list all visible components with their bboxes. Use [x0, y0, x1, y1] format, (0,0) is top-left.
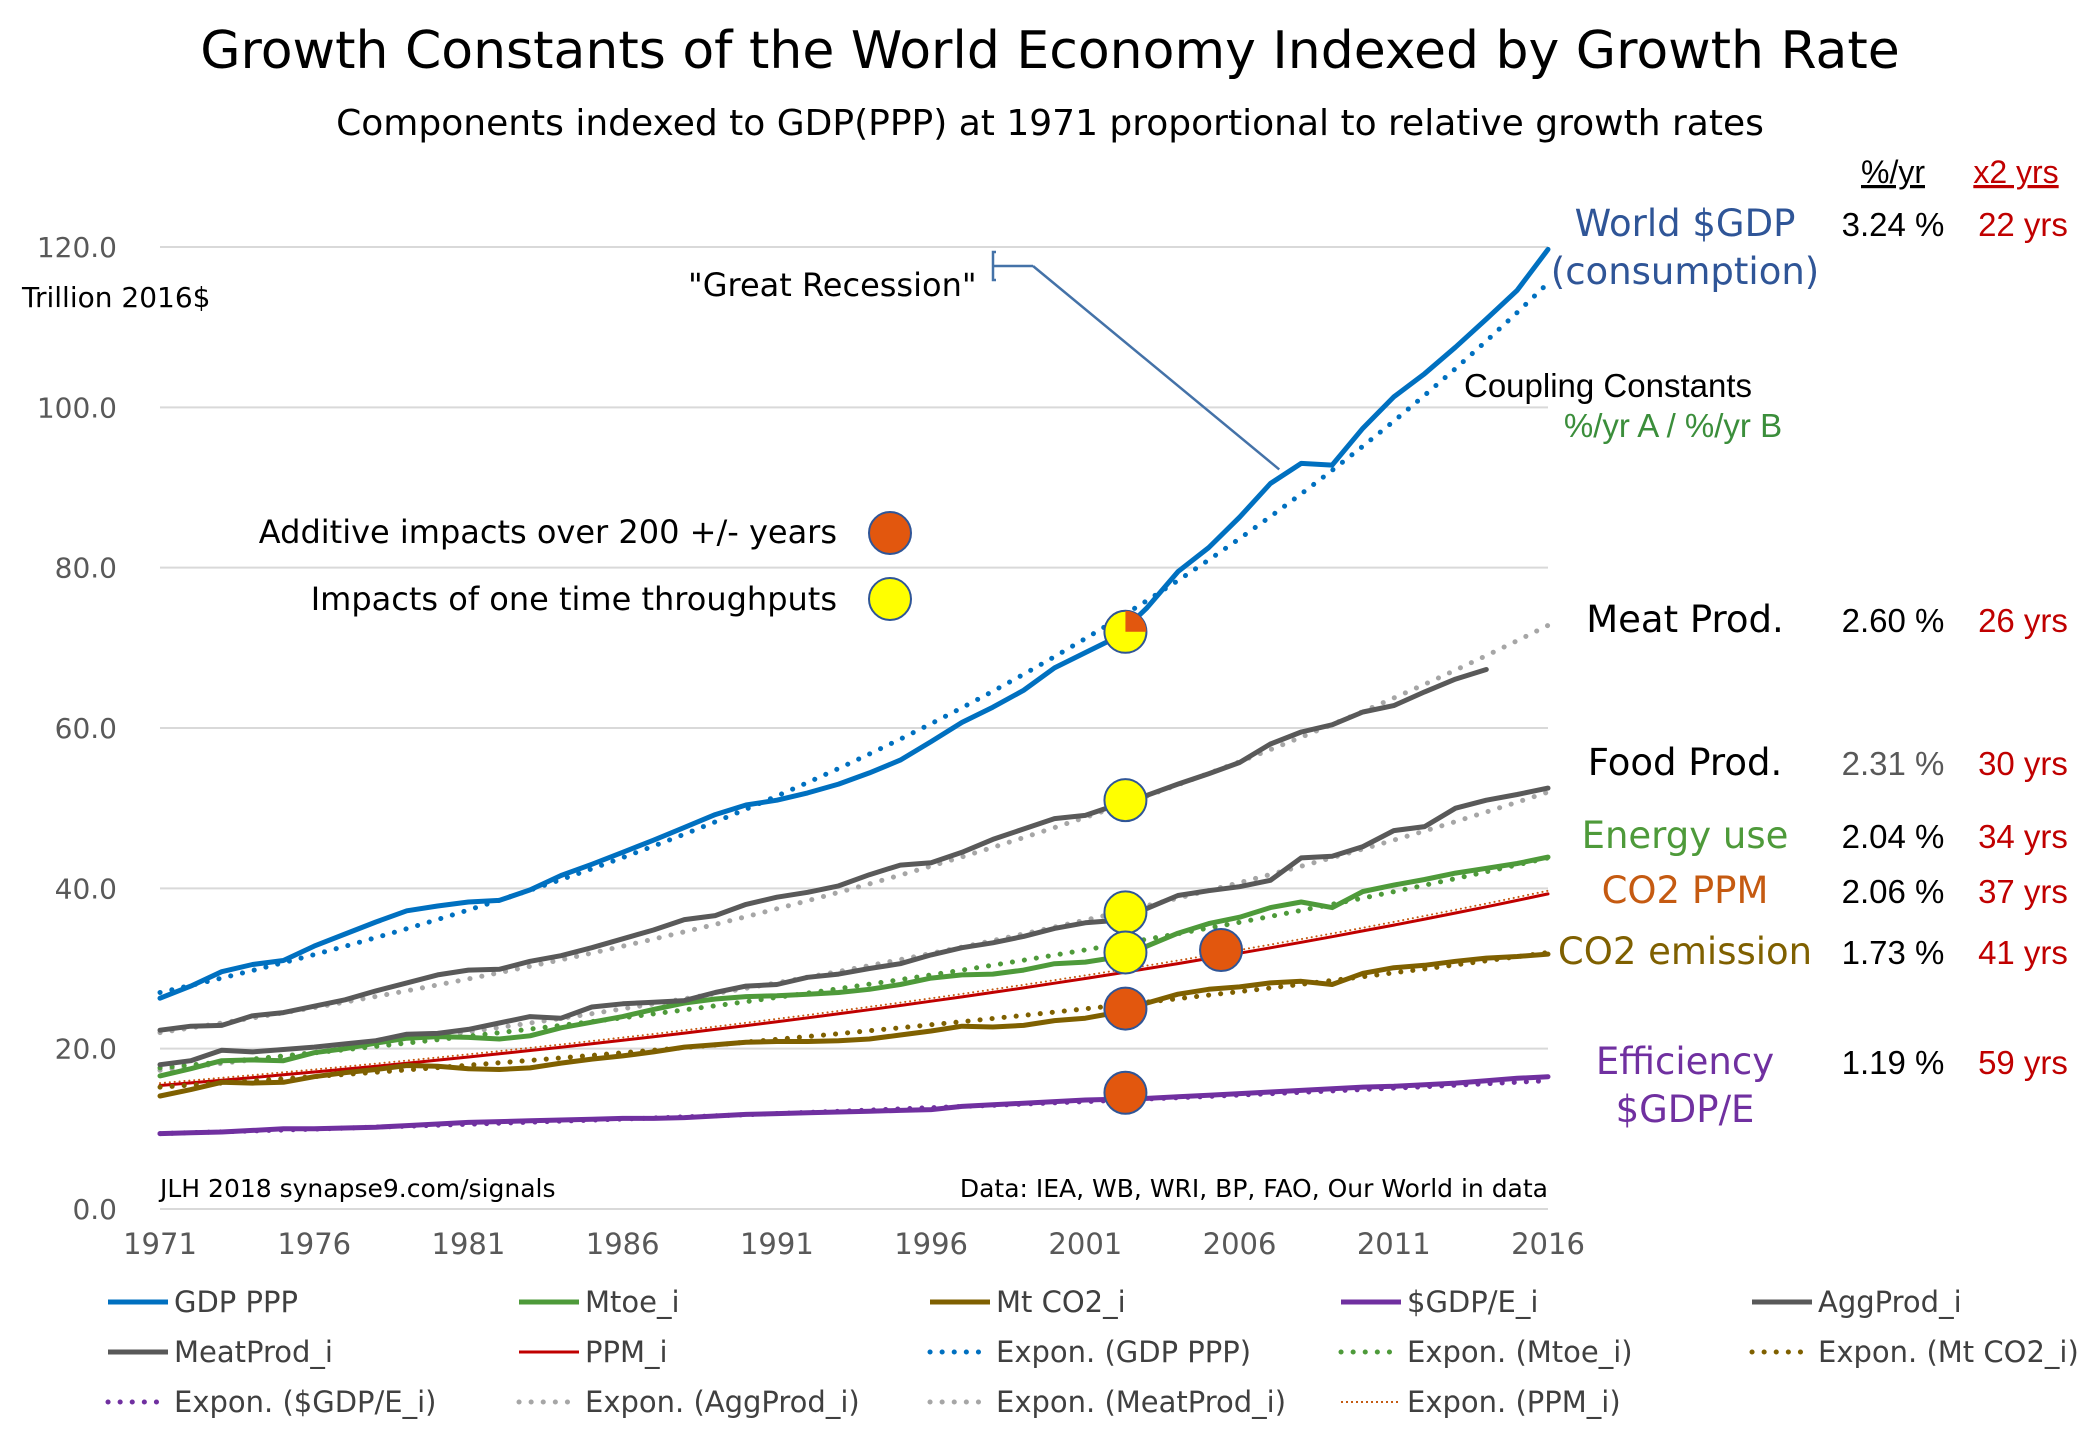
legend-label: Expon. (GDP PPP) — [996, 1335, 1251, 1369]
credit-left: JLH 2018 synapse9.com/signals — [158, 1174, 556, 1203]
great-recession-label: "Great Recession" — [688, 266, 977, 304]
series-line-expon-ppm-i- — [159, 889, 1549, 1085]
impact-marker-red — [1103, 986, 1148, 1031]
x-axis-ticks: 1971 1976 1981 1986 1991 1996 2001 2006 2011 2016 — [123, 1227, 1585, 1261]
series-lines — [157, 246, 1551, 1137]
x-tick-label: 2016 — [1511, 1227, 1585, 1261]
impact-markers — [1103, 609, 1244, 1115]
series-line-expon-gdp-ppp- — [157, 280, 1551, 995]
legend-label: Expon. ($GDP/E_i) — [174, 1385, 436, 1419]
series-line--gdp-e-i — [157, 1074, 1551, 1137]
series-line-mt-co2-i — [157, 951, 1551, 1099]
rate-row-percent: 1.19 % — [1842, 1044, 1945, 1081]
coupling-constants-title: Coupling Constants — [1464, 367, 1752, 404]
series-line-expon-aggprod-i- — [157, 789, 1551, 1073]
impact-marker-red — [1199, 928, 1244, 973]
x-tick-label: 2001 — [1048, 1227, 1122, 1261]
x-tick-label: 1996 — [894, 1227, 968, 1261]
y-axis-ticks: 0.0 20.0 40.0 60.0 80.0 100.0 120.0 — [37, 231, 117, 1226]
series-line-gdp-ppp — [157, 246, 1551, 1001]
legend-label: PPM_i — [585, 1335, 668, 1369]
legend-label: Expon. (Mtoe_i) — [1407, 1335, 1633, 1369]
legend-label: Expon. (MeatProd_i) — [996, 1385, 1286, 1419]
y-axis-unit-label: Trillion 2016$ — [21, 281, 210, 314]
great-recession-callout-line — [1032, 265, 1281, 471]
legend-label: GDP PPP — [174, 1285, 298, 1319]
x-tick-label: 1991 — [740, 1227, 814, 1261]
rate-row-doubling: 41 yrs — [1978, 934, 2068, 971]
rate-row-percent: 1.73 % — [1842, 934, 1945, 971]
impact-marker-mixed-slice — [1125, 610, 1147, 632]
marker-legend-yellow-label: Impacts of one time throughputs — [311, 580, 837, 618]
rate-row-percent: 3.24 % — [1842, 206, 1945, 243]
impact-marker-yellow — [1103, 890, 1148, 935]
y-tick-label: 60.0 — [55, 712, 117, 745]
credit-right: Data: IEA, WB, WRI, BP, FAO, Our World i… — [960, 1174, 1548, 1203]
rate-row-percent: 2.06 % — [1842, 873, 1945, 910]
rate-row-doubling: 30 yrs — [1978, 745, 2068, 782]
rate-row-percent: 2.31 % — [1842, 745, 1945, 782]
coupling-constants-subtitle: %/yr A / %/yr B — [1564, 407, 1782, 444]
rate-row-name: $GDP/E — [1616, 1088, 1755, 1131]
rate-table: World $GDP (consumption) 3.24 % 22 yrs Meat … — [1551, 202, 2068, 1131]
rate-row-name: World $GDP — [1575, 202, 1796, 245]
rate-row-name: Meat Prod. — [1586, 598, 1784, 641]
rate-header-percent: %/yr — [1861, 154, 1925, 190]
chart-title: Growth Constants of the World Economy In… — [200, 21, 1900, 81]
legend-label: MeatProd_i — [174, 1335, 333, 1369]
legend-label: Mtoe_i — [585, 1285, 680, 1319]
gridlines — [160, 246, 1548, 1210]
x-tick-label: 1981 — [432, 1227, 506, 1261]
x-tick-label: 2006 — [1203, 1227, 1277, 1261]
x-tick-label: 1971 — [123, 1227, 197, 1261]
y-tick-label: 80.0 — [55, 552, 117, 585]
rate-row-doubling: 34 yrs — [1978, 818, 2068, 855]
impact-marker-yellow — [1103, 778, 1148, 823]
x-tick-label: 2011 — [1357, 1227, 1431, 1261]
series-line-aggprod-i — [157, 785, 1551, 1068]
legend-label: Mt CO2_i — [996, 1285, 1126, 1319]
chart-subtitle: Components indexed to GDP(PPP) at 1971 p… — [336, 103, 1764, 144]
marker-legend-yellow-dot — [868, 577, 912, 621]
series-line-mtoe-i — [157, 854, 1551, 1079]
marker-legend-red-dot — [868, 511, 912, 555]
rate-row-name: Efficiency — [1596, 1040, 1774, 1083]
impact-marker-red — [1103, 1070, 1148, 1115]
legend-label: Expon. (Mt CO2_i) — [1818, 1335, 2079, 1369]
series-line-ppm-i — [158, 892, 1550, 1087]
rate-row-doubling: 37 yrs — [1978, 873, 2068, 910]
legend-label: AggProd_i — [1818, 1285, 1962, 1319]
marker-legend-red-label: Additive impacts over 200 +/- years — [259, 513, 837, 551]
legend-label: Expon. (PPM_i) — [1407, 1385, 1621, 1419]
rate-row-name: Food Prod. — [1588, 741, 1782, 784]
legend-label: Expon. (AggProd_i) — [585, 1385, 860, 1419]
y-tick-label: 0.0 — [72, 1193, 117, 1226]
y-tick-label: 20.0 — [55, 1033, 117, 1066]
rate-row-doubling: 22 yrs — [1978, 206, 2068, 243]
series-legend: GDP PPP Mtoe_i Mt CO2_i $GDP/E_i AggProd_i Me… — [105, 1285, 2079, 1419]
rate-row-percent: 2.04 % — [1842, 818, 1945, 855]
rate-row-name: CO2 emission — [1558, 930, 1812, 973]
y-tick-label: 120.0 — [37, 231, 117, 264]
y-tick-label: 40.0 — [55, 872, 117, 905]
rate-row-name: Energy use — [1582, 814, 1789, 857]
rate-row-name: (consumption) — [1551, 250, 1819, 293]
y-tick-label: 100.0 — [37, 391, 117, 424]
legend-label: $GDP/E_i — [1407, 1285, 1538, 1319]
rate-row-percent: 2.60 % — [1842, 602, 1945, 639]
rate-row-name: CO2 PPM — [1602, 869, 1769, 912]
rate-row-doubling: 59 yrs — [1978, 1044, 2068, 1081]
series-line-expon-mtoe-i- — [157, 855, 1551, 1071]
rate-header-doubling: x2 yrs — [1973, 154, 2058, 190]
impact-marker-yellow — [1103, 930, 1148, 975]
x-tick-label: 1976 — [277, 1227, 351, 1261]
series-line-meatprod-i — [157, 667, 1489, 1033]
rate-row-doubling: 26 yrs — [1978, 602, 2068, 639]
great-recession-callout-bracket — [991, 250, 1033, 282]
x-tick-label: 1986 — [586, 1227, 660, 1261]
